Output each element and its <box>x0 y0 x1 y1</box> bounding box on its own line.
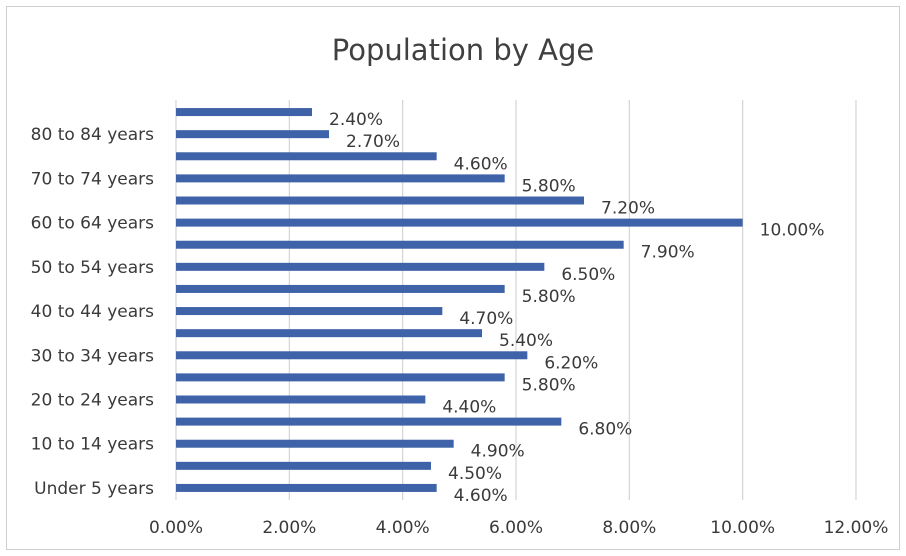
data-label: 4.40% <box>442 398 496 418</box>
category-label: 20 to 24 years <box>31 391 154 411</box>
x-tick-label: 12.00% <box>824 518 889 538</box>
bar <box>176 196 584 205</box>
x-tick-label: 6.00% <box>489 518 543 538</box>
data-label: 10.00% <box>760 221 825 241</box>
data-label: 6.20% <box>544 353 598 373</box>
data-label: 4.90% <box>471 442 525 462</box>
data-label: 6.80% <box>578 420 632 440</box>
data-label: 4.50% <box>448 464 502 484</box>
bar <box>176 284 505 293</box>
bar <box>176 329 482 338</box>
x-tick-label: 8.00% <box>602 518 656 538</box>
data-label: 4.60% <box>454 486 508 506</box>
bar <box>176 240 624 249</box>
gridlines <box>175 100 857 500</box>
data-label: 6.50% <box>561 265 615 285</box>
data-label: 7.90% <box>641 243 695 263</box>
bar <box>176 262 545 271</box>
bar <box>176 174 505 183</box>
data-labels: 4.60%4.50%4.90%6.80%4.40%5.80%6.20%5.40%… <box>329 110 824 506</box>
bar <box>176 417 562 426</box>
category-label: 80 to 84 years <box>31 125 154 145</box>
category-label: 50 to 54 years <box>31 258 154 278</box>
data-label: 5.40% <box>499 331 553 351</box>
category-labels: Under 5 years 10 to 14 years 20 to 24 year… <box>31 125 154 499</box>
data-label: 4.60% <box>454 154 508 174</box>
bar <box>176 351 528 360</box>
chart-title: Population by Age <box>332 33 594 67</box>
bar <box>176 108 312 117</box>
chart-frame <box>6 6 900 550</box>
category-label: 40 to 44 years <box>31 302 154 322</box>
category-label: 60 to 64 years <box>31 214 154 234</box>
data-label: 2.70% <box>346 132 400 152</box>
data-label: 5.80% <box>522 375 576 395</box>
data-label: 5.80% <box>522 176 576 196</box>
category-label: 10 to 14 years <box>31 435 154 455</box>
category-label: 30 to 34 years <box>31 346 154 366</box>
bar <box>176 373 505 382</box>
x-tick-label: 10.00% <box>710 518 775 538</box>
category-label: 70 to 74 years <box>31 169 154 189</box>
bar <box>176 483 437 492</box>
data-label: 7.20% <box>601 199 655 219</box>
x-tick-label: 4.00% <box>376 518 430 538</box>
category-label: Under 5 years <box>34 479 154 499</box>
data-label: 5.80% <box>522 287 576 307</box>
bar <box>176 461 431 470</box>
x-tick-label: 0.00% <box>149 518 203 538</box>
bar <box>176 307 443 316</box>
data-label: 4.70% <box>459 309 513 329</box>
bar <box>176 152 437 161</box>
x-axis-tick-labels: 0.00% 2.00% 4.00% 6.00% 8.00% 10.00% 12.00% <box>149 518 888 538</box>
bar <box>176 218 743 227</box>
bars <box>176 108 743 492</box>
bar <box>176 395 426 404</box>
x-tick-label: 2.00% <box>262 518 316 538</box>
data-label: 2.40% <box>329 110 383 130</box>
bar <box>176 130 329 139</box>
bar <box>176 439 454 448</box>
